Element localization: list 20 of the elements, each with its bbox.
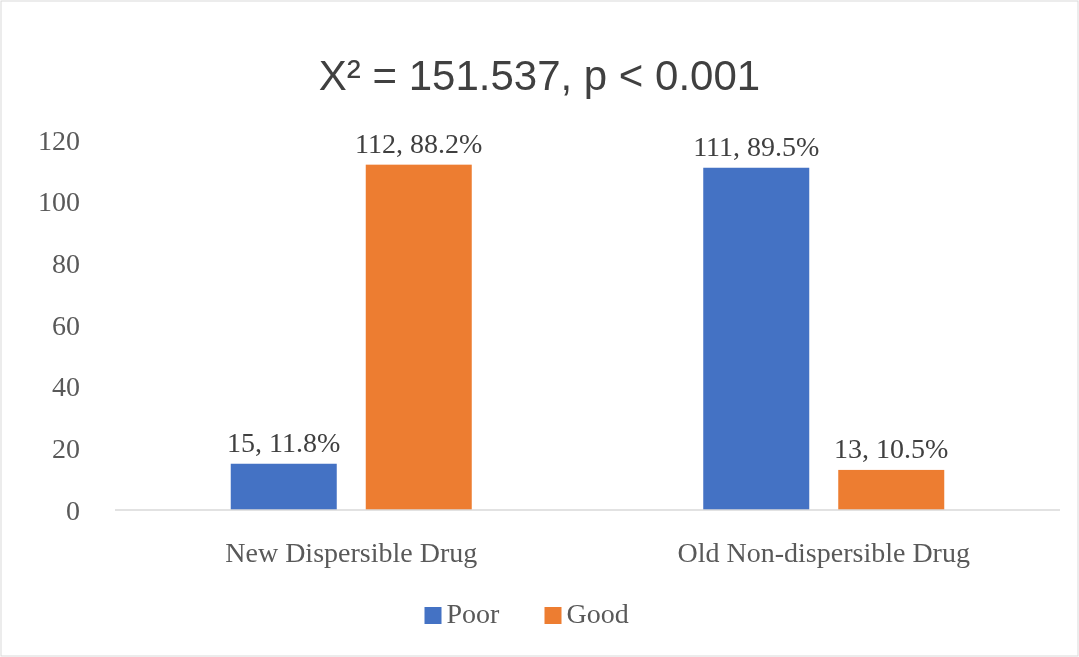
y-tick-label: 120 [38,124,80,156]
x-tick-label: New Dispersible Drug [225,537,478,568]
chart-title: X² = 151.537, p < 0.001 [318,52,761,99]
bar [703,167,810,510]
data-label: 13, 10.5% [834,432,949,464]
legend-label: Poor [446,598,501,629]
data-label: 111, 89.5% [693,130,820,162]
data-label: 112, 88.2% [355,127,483,159]
bar [365,164,472,510]
bar [230,463,337,510]
y-tick-label: 100 [38,186,80,218]
legend-label: Good [566,598,629,629]
x-tick-label: Old Non-dispersible Drug [677,537,970,568]
y-tick-label: 80 [52,248,80,280]
bar [838,469,945,510]
y-tick-label: 0 [66,494,80,526]
y-tick-label: 20 [52,433,80,465]
y-tick-label: 60 [52,309,80,341]
data-label: 15, 11.8% [227,426,341,458]
y-tick-label: 40 [52,371,80,403]
